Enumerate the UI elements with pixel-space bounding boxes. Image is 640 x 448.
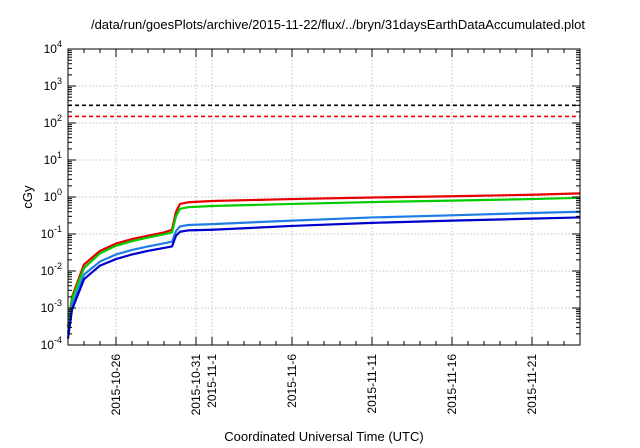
y-tick-label: 103 (44, 76, 62, 93)
y-tick-label: 10-4 (41, 335, 62, 352)
y-tick-label: 102 (44, 113, 62, 130)
y-tick-label: 104 (44, 39, 62, 56)
y-tick-labels: 10-4 10-3 10-2 10-1 100 101 102 103 104 (41, 39, 62, 352)
tick-marks (67, 48, 581, 346)
y-tick-label: 10-2 (41, 261, 62, 278)
x-tick-label: 2015-10-31 (189, 354, 203, 416)
y-tick-label: 10-3 (41, 298, 62, 315)
x-tick-label: 2015-11-21 (525, 354, 539, 415)
grid-lines (68, 49, 580, 345)
x-tick-label: 2015-11-6 (285, 354, 299, 408)
series-group (66, 192, 581, 339)
y-tick-label: 100 (44, 187, 62, 204)
series-line (66, 216, 581, 339)
x-tick-labels: 2015-10-26 2015-10-31 2015-11-1 2015-11-6 20… (109, 354, 539, 416)
series-line (66, 210, 581, 335)
y-tick-label: 101 (44, 150, 62, 167)
chart-title: /data/run/goesPlots/archive/2015-11-22/f… (91, 17, 585, 32)
y-tick-label: 10-1 (41, 224, 62, 241)
x-tick-label: 2015-11-1 (205, 354, 219, 408)
series-line (66, 196, 581, 328)
x-tick-label: 2015-11-16 (445, 354, 459, 415)
x-tick-label: 2015-10-26 (109, 354, 123, 416)
x-axis-label: Coordinated Universal Time (UTC) (224, 429, 423, 444)
x-tick-label: 2015-11-11 (365, 354, 379, 414)
y-axis-label: cGy (20, 185, 35, 209)
threshold-lines (68, 104, 580, 118)
